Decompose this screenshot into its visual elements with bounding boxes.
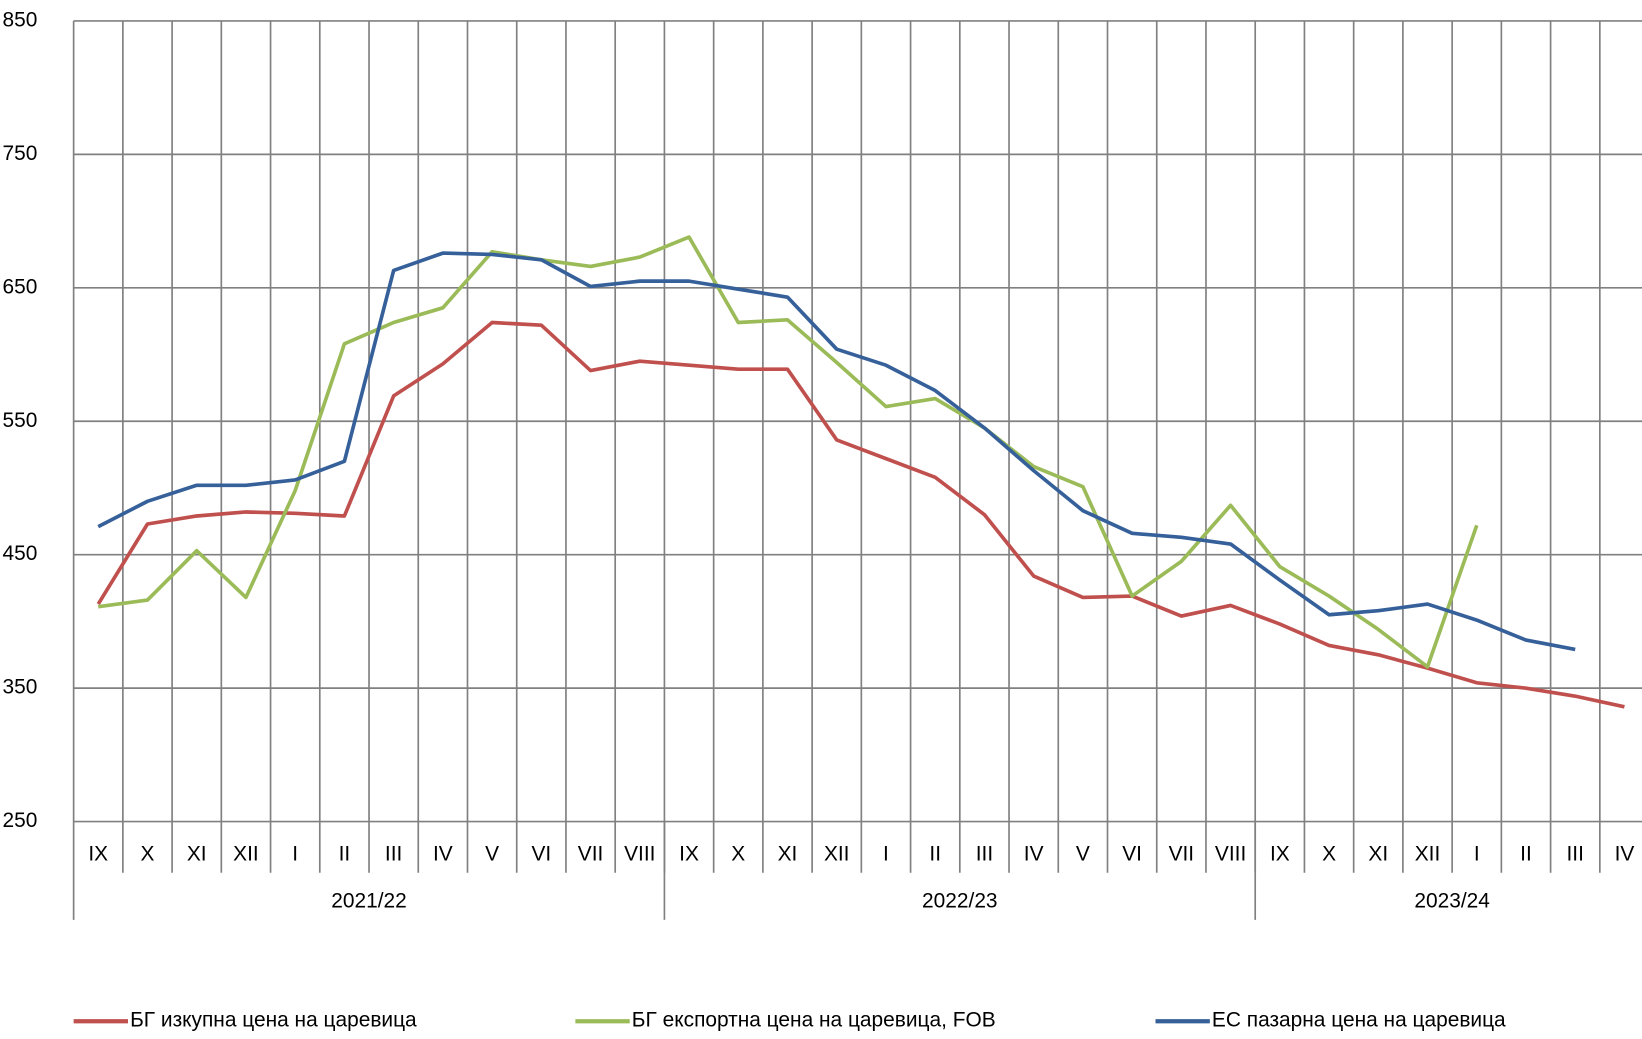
line-series [96,320,1625,709]
x-tick-label: X [141,843,155,866]
group-label: 2023/24 [1414,890,1490,913]
x-tick-label: I [1474,843,1480,866]
x-tick-label: X [731,843,745,866]
y-tick-label: 850 [3,8,38,31]
x-tick-label: VIII [624,843,655,866]
line-series [98,235,1479,669]
x-tick-label: XI [187,843,207,866]
x-tick-label: VIII [1215,843,1246,866]
group-label: 2022/23 [922,890,998,913]
x-tick-label: IX [88,843,108,866]
x-tick-label: IX [679,843,699,866]
x-tick-label: II [1520,843,1532,866]
x-tick-label: VI [1122,843,1142,866]
y-tick-label: 450 [3,542,38,565]
x-tick-label: VII [1169,843,1195,866]
x-tick-label: III [1567,843,1584,866]
x-tick-label: XII [824,843,850,866]
x-tick-label: IV [1024,843,1044,866]
x-tick-label: II [929,843,941,866]
y-tick-label: 350 [3,676,38,699]
x-tick-label: XII [1415,843,1441,866]
y-tick-label: 750 [3,142,38,165]
x-tick-label: XI [1368,843,1388,866]
y-tick-label: 550 [3,409,38,432]
x-tick-label: V [1076,843,1090,866]
x-tick-label: III [976,843,993,866]
x-tick-label: IV [433,843,453,866]
x-tick-label: XI [778,843,798,866]
y-tick-label: 650 [3,275,38,298]
legend-label: БГ изкупна цена на царевица [130,1009,417,1032]
x-tick-label: X [1322,843,1336,866]
x-tick-label: IV [1615,843,1635,866]
x-tick-label: II [339,843,351,866]
x-tick-label: IX [1270,843,1290,866]
legend-label: ЕС пазарна цена на царевица [1212,1009,1506,1032]
x-tick-label: I [883,843,889,866]
x-tick-label: I [292,843,298,866]
group-label: 2021/22 [331,890,407,913]
line-series [97,251,1576,652]
x-tick-label: V [485,843,499,866]
x-tick-label: III [385,843,402,866]
x-tick-label: XII [233,843,259,866]
x-tick-label: VII [578,843,604,866]
x-tick-label: VI [531,843,551,866]
y-tick-label: 250 [3,809,38,832]
legend-label: БГ експортна цена на царевица, FOB [632,1009,996,1032]
